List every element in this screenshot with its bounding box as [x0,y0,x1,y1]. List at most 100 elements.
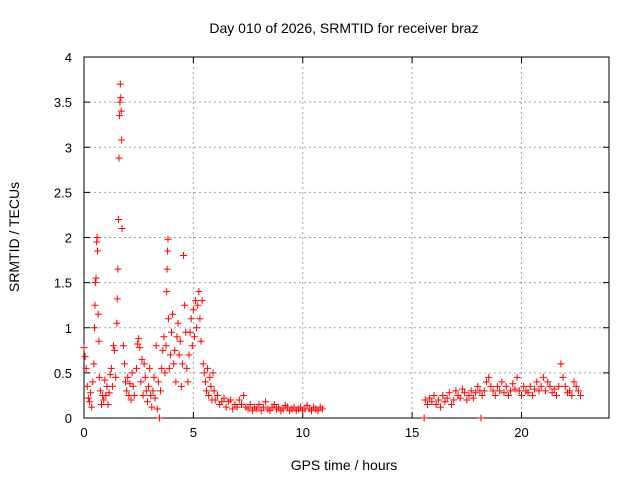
data-point [244,405,252,413]
data-point [193,324,201,332]
data-point [110,342,118,350]
data-point [246,400,254,408]
data-point [189,306,197,314]
data-point [166,351,174,359]
data-point [188,342,196,350]
data-point [158,364,166,372]
y-axis-label: SRMTID / TECUs [6,182,22,292]
data-point [170,360,178,368]
data-point [485,373,493,381]
y-tick-label: 0 [65,411,72,426]
data-point [533,378,541,386]
data-point [537,382,545,390]
data-point [448,400,455,408]
data-point [157,387,165,395]
data-point [113,319,121,327]
data-point [515,387,523,395]
data-point [502,382,510,390]
data-point [195,288,203,296]
x-tick-label: 15 [405,425,419,440]
data-point [218,398,226,406]
x-tick-label: 5 [190,425,197,440]
data-point [266,407,274,415]
data-point [297,403,305,411]
data-point [115,154,123,162]
data-point [206,373,214,381]
data-point [192,297,200,305]
data-point [164,247,172,255]
data-point [104,400,112,408]
data-point [94,310,102,318]
data-point [127,396,135,404]
data-point [477,414,485,422]
data-point [155,414,163,422]
data-point [531,385,539,393]
data-point [164,315,172,323]
y-tick-label: 2 [65,231,72,246]
data-point [507,387,515,395]
data-point [203,387,210,395]
data-point [478,391,486,399]
data-point [428,398,436,406]
data-point [118,136,126,144]
data-point [487,382,495,390]
data-point [308,407,315,415]
data-point [159,346,167,354]
data-point [140,360,148,368]
data-point [95,337,103,345]
data-point [544,378,552,386]
data-point [185,351,193,359]
y-tick-label: 2.5 [54,185,72,200]
y-tick-label: 1 [65,321,72,336]
data-point [504,391,512,399]
data-point [445,389,453,397]
data-point [209,369,217,377]
data-point [205,391,213,399]
data-point [557,360,565,368]
data-point [83,382,91,390]
data-point [561,382,569,390]
data-point [201,378,209,386]
data-point [105,389,113,397]
data-point [233,403,241,411]
data-point [118,224,126,232]
data-point [136,344,144,352]
data-point [113,295,121,303]
data-point [496,387,504,395]
data-point [164,235,172,243]
data-point [149,387,157,395]
data-point [314,407,322,415]
data-point [180,252,188,260]
data-point [318,405,326,413]
data-point [194,301,202,309]
data-point [430,391,438,399]
data-point [123,387,131,395]
data-point [187,315,195,323]
data-point [434,396,442,404]
data-point [235,396,243,404]
data-point [171,346,179,354]
data-point [213,391,221,399]
data-point [550,385,558,393]
data-point [207,382,215,390]
data-point [143,398,151,406]
chart-title: Day 010 of 2026, SRMTID for receiver bra… [209,20,478,36]
data-point [117,94,125,102]
data-point [128,369,136,377]
data-point [420,414,428,422]
data-point [138,355,146,363]
data-point [146,364,154,372]
x-tick-label: 10 [296,425,310,440]
data-point [513,373,521,381]
data-point [303,401,311,409]
data-point [91,301,99,309]
data-point [472,389,480,397]
data-point [290,403,298,411]
data-point [100,396,108,404]
data-point [114,265,122,273]
data-point [106,371,114,379]
data-point [115,112,123,120]
data-point [500,389,508,397]
data-point [421,396,429,404]
data-point [196,315,204,323]
